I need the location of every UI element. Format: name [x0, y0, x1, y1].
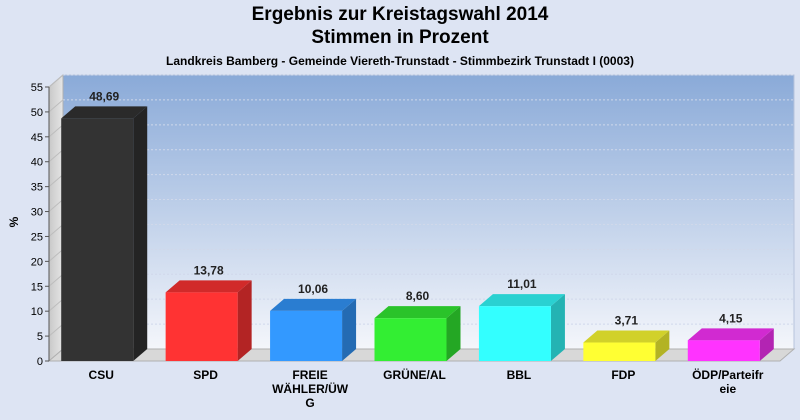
chart-subtitle: Landkreis Bamberg - Gemeinde Viereth-Tru…: [166, 54, 634, 68]
x-tick-label: eie: [719, 382, 736, 396]
bar: [270, 310, 343, 361]
data-label: 10,06: [298, 282, 328, 296]
bar-top: [374, 306, 461, 319]
data-label: 4,15: [719, 311, 743, 325]
gridline-wall: [48, 224, 64, 237]
bar-side: [655, 330, 670, 361]
bar-side: [342, 298, 357, 361]
bar: [165, 292, 238, 361]
bar-side: [446, 306, 461, 361]
chart-title: Ergebnis zur Kreistagswahl 2014: [251, 4, 549, 25]
y-axis-label: %: [7, 216, 21, 227]
data-label: 11,01: [507, 277, 537, 291]
bar-top: [583, 330, 670, 343]
bar-side: [759, 328, 774, 361]
gridline-wall: [48, 248, 64, 262]
y-tick-label: 40: [31, 157, 43, 169]
x-tick-label: GRÜNE/AL: [383, 367, 446, 382]
bar-top: [270, 298, 357, 311]
bar-top: [687, 328, 774, 341]
data-label: 3,71: [615, 314, 639, 328]
bar: [374, 318, 447, 361]
gridline-wall: [48, 323, 64, 337]
y-tick-label: 5: [37, 331, 43, 343]
bar: [61, 118, 134, 361]
gridline-wall: [48, 273, 64, 287]
chart-title-line2: Stimmen in Prozent: [311, 27, 489, 48]
bar-top: [61, 106, 148, 119]
bar-top: [165, 280, 252, 293]
x-tick-label: CSU: [89, 368, 114, 382]
x-tick-label: WÄHLER/ÜW: [272, 381, 349, 396]
y-tick-label: 35: [31, 182, 43, 194]
gridline-wall: [48, 99, 64, 113]
y-tick-label: 45: [31, 132, 43, 144]
bar: [687, 340, 760, 361]
plot-side-wall: [48, 73, 64, 363]
y-tick-label: 0: [37, 356, 43, 368]
gridline-wall: [48, 298, 64, 312]
data-label: 8,60: [406, 289, 430, 303]
x-tick-label: FREIE: [292, 368, 327, 382]
data-label: 13,78: [194, 263, 224, 277]
x-tick-label: BBL: [507, 368, 532, 382]
gridline-wall: [48, 199, 64, 212]
x-tick-label: SPD: [193, 368, 218, 382]
gridline-wall: [48, 149, 64, 163]
bar: [583, 342, 656, 361]
bar-top: [478, 294, 565, 307]
y-tick-label: 10: [31, 306, 43, 318]
x-tick-label: FDP: [611, 368, 635, 382]
gridline-wall: [48, 124, 64, 138]
y-tick-label: 50: [31, 107, 43, 119]
bar-side: [237, 280, 252, 361]
y-tick-label: 15: [31, 281, 43, 293]
x-tick-label: G: [305, 396, 314, 410]
y-tick-label: 25: [31, 231, 43, 243]
bar-side: [133, 106, 148, 361]
y-tick-label: 30: [31, 207, 43, 219]
bar-side: [550, 294, 565, 361]
y-tick-label: 20: [31, 256, 43, 268]
data-label: 48,69: [89, 89, 119, 103]
bar: [478, 306, 551, 361]
y-tick-label: 55: [31, 82, 43, 94]
x-tick-label: ÖDP/Parteifr: [692, 367, 764, 382]
gridline-wall: [48, 74, 64, 88]
gridline-wall: [48, 174, 64, 188]
